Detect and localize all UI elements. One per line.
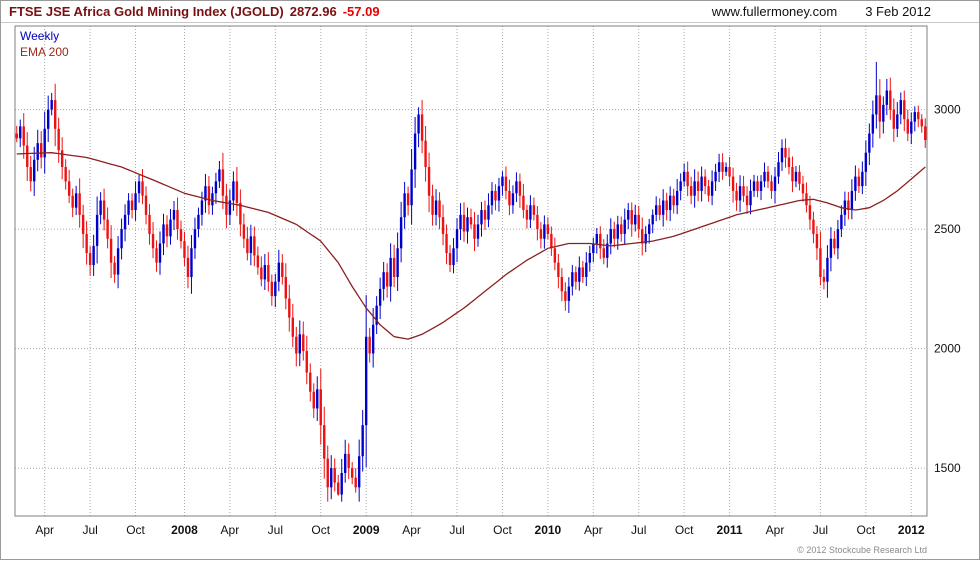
legend-ema-200: EMA 200: [20, 45, 69, 59]
x-year-label: 2008: [171, 523, 198, 537]
x-month-label: Apr: [35, 523, 54, 537]
x-month-label: Apr: [221, 523, 240, 537]
x-month-label: Jul: [813, 523, 828, 537]
chart-title: FTSE JSE Africa Gold Mining Index (JGOLD…: [9, 4, 284, 19]
x-month-label: Jul: [82, 523, 97, 537]
x-year-label: 2011: [717, 523, 743, 537]
y-tick-label: 1500: [934, 461, 961, 475]
x-month-label: Jul: [449, 523, 464, 537]
x-year-label: 2012: [898, 523, 925, 537]
x-month-label: Oct: [675, 523, 694, 537]
y-tick-label: 3000: [934, 103, 961, 117]
x-month-label: Oct: [493, 523, 512, 537]
x-month-label: Oct: [311, 523, 330, 537]
x-month-label: Apr: [766, 523, 785, 537]
legend-weekly: Weekly: [20, 29, 60, 43]
chart-date: 3 Feb 2012: [865, 4, 931, 19]
x-month-label: Apr: [584, 523, 603, 537]
last-price: 2872.96: [289, 4, 337, 19]
copyright-notice: © 2012 Stockcube Research Ltd: [797, 545, 927, 555]
x-month-label: Oct: [857, 523, 876, 537]
x-month-label: Oct: [126, 523, 145, 537]
x-year-label: 2010: [535, 523, 562, 537]
y-tick-label: 2500: [934, 222, 961, 236]
price-change: -57.09: [342, 4, 380, 19]
x-month-label: Apr: [402, 523, 421, 537]
gridlines: [15, 26, 927, 516]
axis-labels: 1500 2000 2500 3000 Apr Jul Oct 2008 Apr Jul Oct 20…: [35, 103, 961, 537]
site-url: www.fullermoney.com: [711, 4, 838, 19]
y-tick-label: 2000: [934, 342, 961, 356]
x-month-label: Jul: [631, 523, 646, 537]
ema-200-line: [16, 152, 926, 340]
legend: Weekly EMA 200: [20, 28, 69, 60]
candlestick-series: [15, 61, 927, 502]
chart-header: FTSE JSE Africa Gold Mining Index (JGOLD…: [1, 1, 979, 23]
x-year-label: 2009: [353, 523, 380, 537]
x-month-label: Jul: [268, 523, 283, 537]
